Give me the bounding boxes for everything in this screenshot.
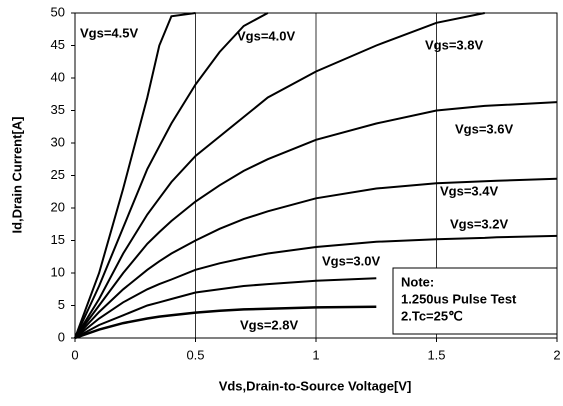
series-label: Vgs=3.2V — [450, 216, 509, 231]
series-line — [74, 277, 377, 339]
series-line — [74, 12, 196, 339]
y-tick-label: 0 — [58, 329, 65, 344]
plot-frame — [74, 12, 558, 339]
y-tick-label: 10 — [51, 264, 65, 279]
x-tick-label: 1 — [312, 347, 319, 362]
y-tick-label: 45 — [51, 37, 65, 52]
y-axis-label: Id,Drain Current[A] — [9, 117, 24, 234]
series-label: Vgs=4.5V — [80, 25, 139, 40]
series-label: Vgs=3.6V — [455, 121, 514, 136]
series-line — [74, 177, 558, 339]
note-text: 2.Tc=25℃ — [401, 308, 463, 323]
y-tick-label: 50 — [51, 4, 65, 19]
series-label: Vgs=3.4V — [440, 183, 499, 198]
series-label: Vgs=3.0V — [322, 253, 381, 268]
y-tick-label: 20 — [51, 199, 65, 214]
note-text: Note: — [401, 274, 434, 289]
series-line — [74, 12, 485, 339]
series-label: Vgs=4.0V — [237, 28, 296, 43]
series-line — [74, 234, 558, 339]
y-tick-label: 40 — [51, 69, 65, 84]
note-box — [392, 267, 558, 335]
y-tick-label: 15 — [51, 232, 65, 247]
series-line — [74, 12, 269, 339]
y-tick-label: 25 — [51, 167, 65, 182]
x-tick-label: 0 — [71, 347, 78, 362]
x-tick-label: 0.5 — [186, 347, 204, 362]
x-axis-label: Vds,Drain-to-Source Voltage[V] — [219, 378, 412, 393]
y-tick-label: 35 — [51, 102, 65, 117]
series-line — [74, 101, 558, 339]
series-label: Vgs=2.8V — [240, 317, 299, 332]
note-text: 1.250us Pulse Test — [401, 291, 517, 306]
x-tick-label: 1.5 — [427, 347, 445, 362]
series-line — [74, 305, 377, 340]
y-tick-label: 30 — [51, 134, 65, 149]
x-tick-label: 2 — [553, 347, 560, 362]
y-tick-label: 5 — [58, 297, 65, 312]
series-label: Vgs=3.8V — [425, 37, 484, 52]
